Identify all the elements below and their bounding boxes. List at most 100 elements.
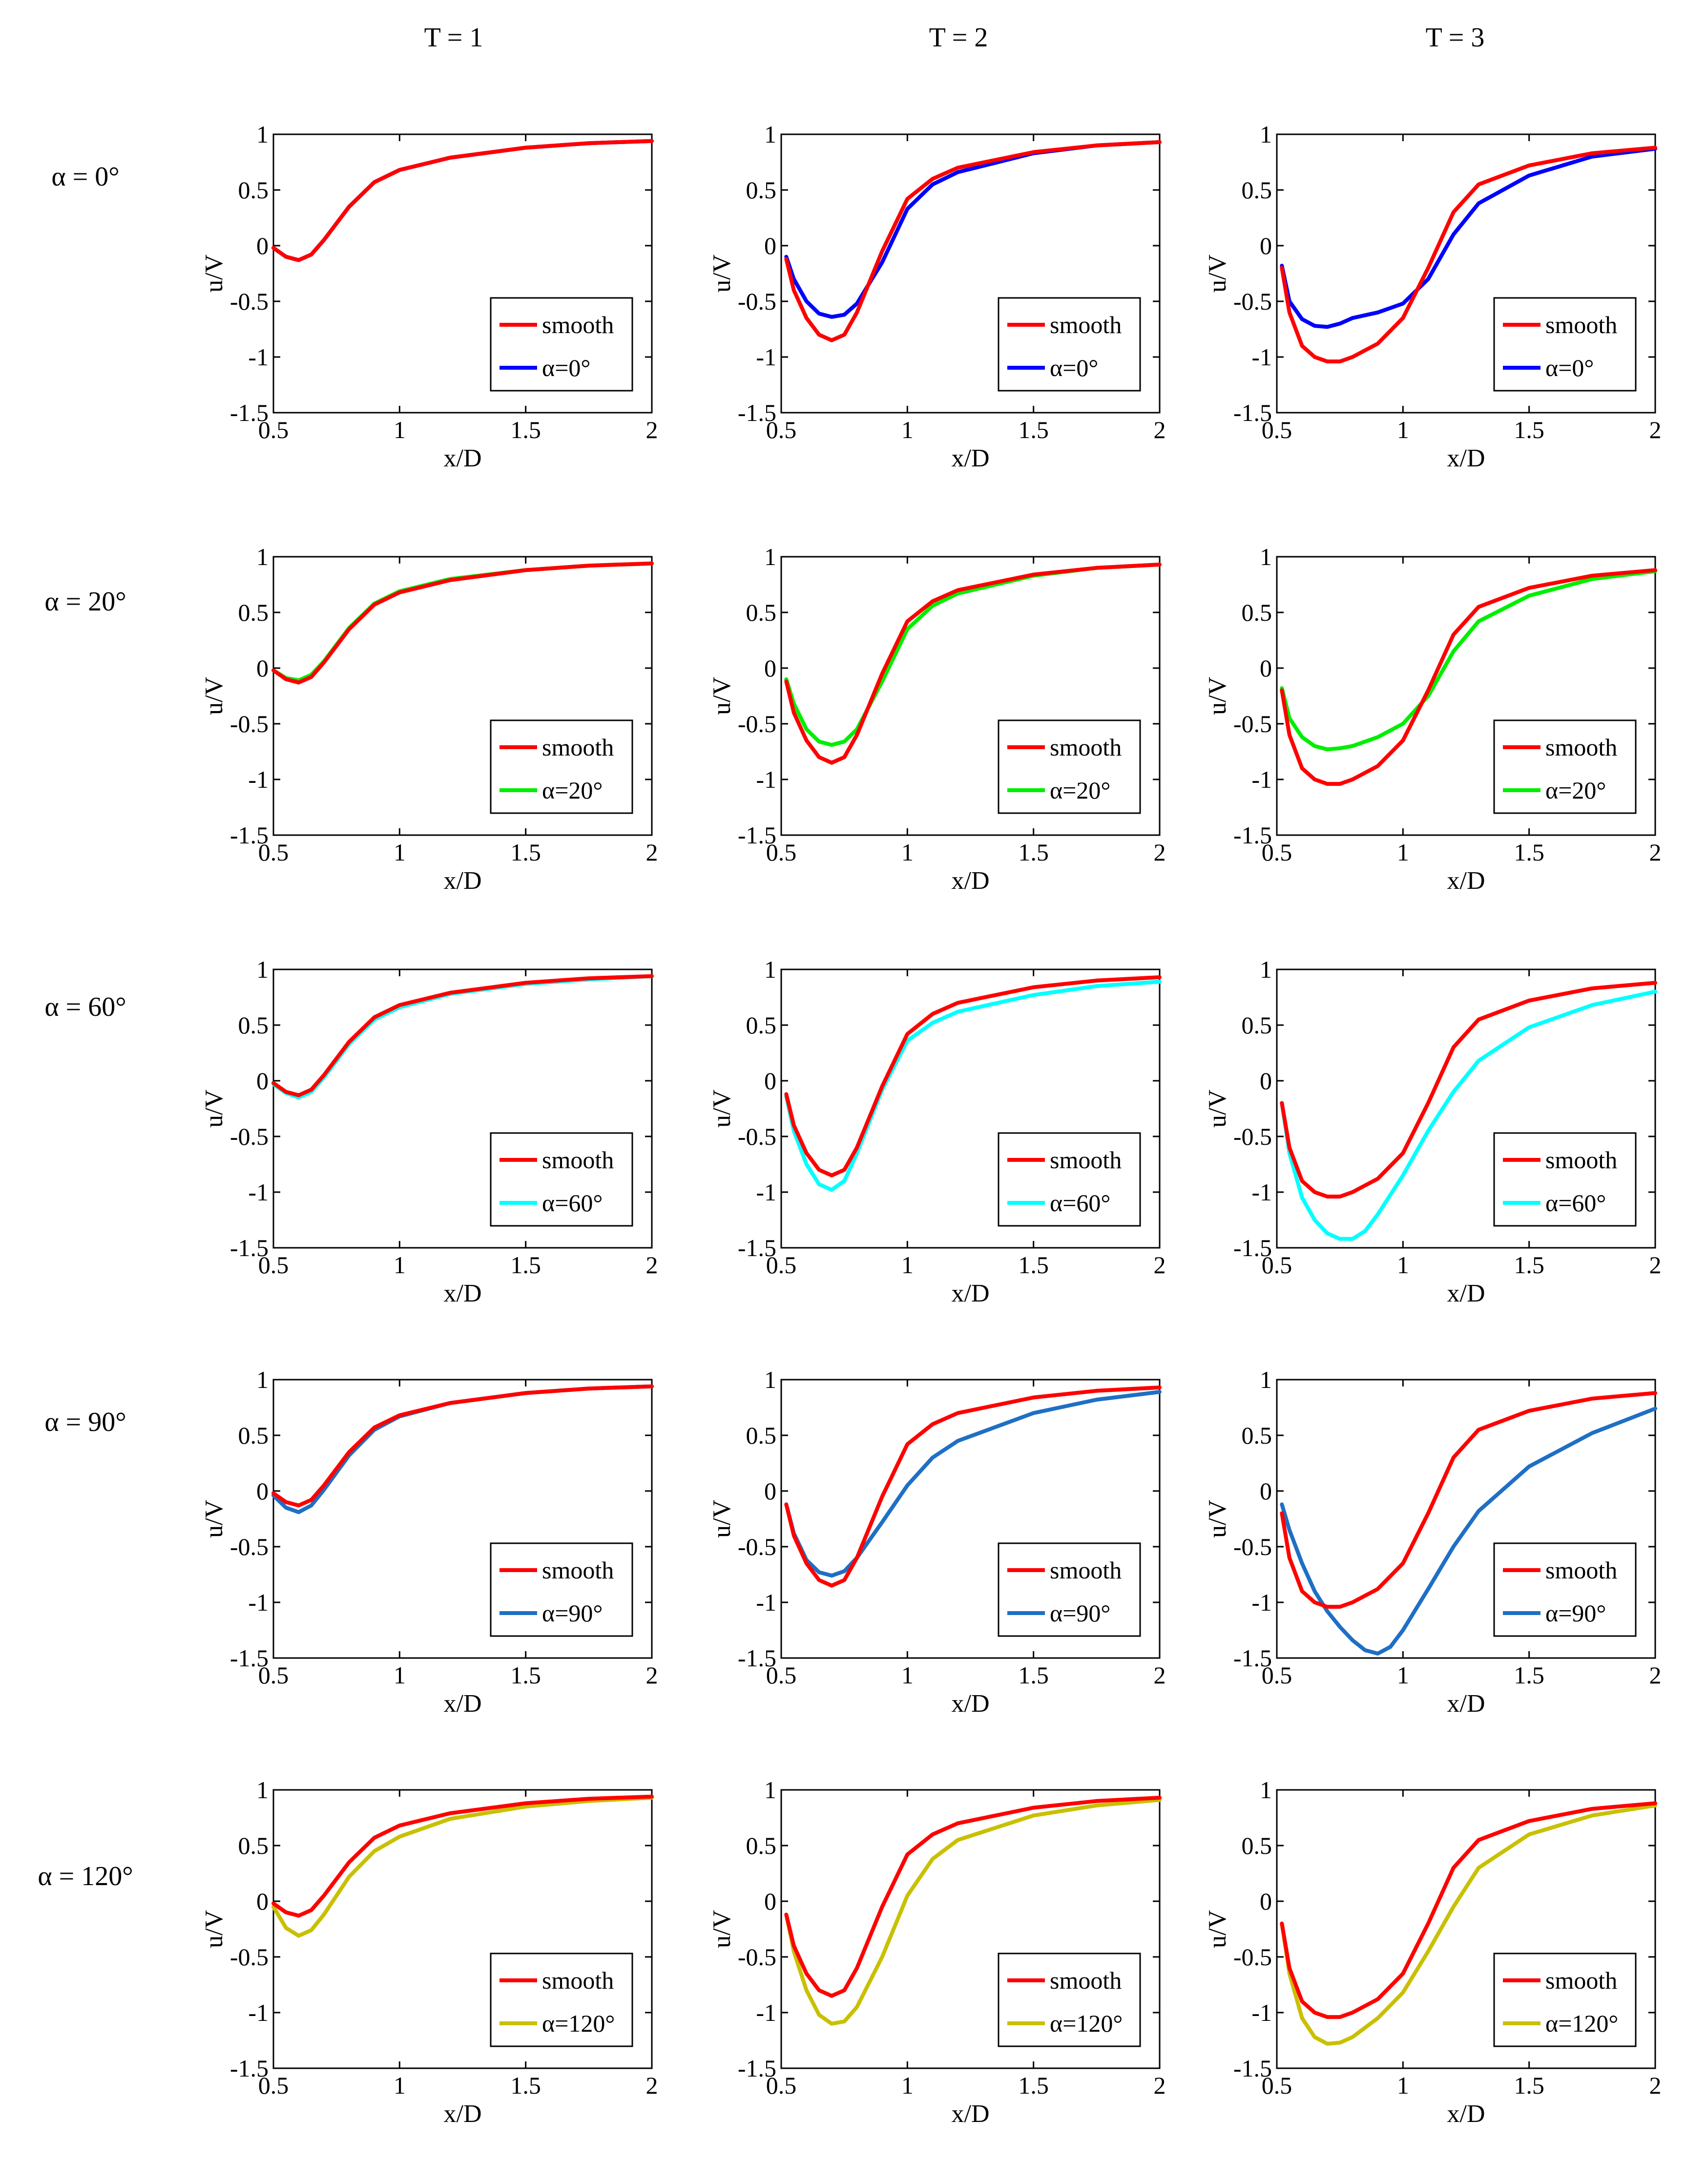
y-tick-label: 0.5 — [746, 1011, 777, 1039]
x-tick-label: 2 — [1154, 2072, 1166, 2099]
y-tick-label: -1.5 — [738, 2055, 776, 2082]
y-tick-label: 1 — [764, 956, 776, 983]
y-tick-label: 0.5 — [1242, 599, 1272, 626]
x-tick-label: 1.5 — [1514, 1661, 1544, 1689]
series-line-smooth — [784, 140, 1162, 342]
series-line-smooth — [271, 139, 654, 262]
x-tick-label: 2 — [1649, 416, 1662, 443]
y-tick-label: 0.5 — [746, 1422, 777, 1449]
x-tick-label: 1 — [394, 1661, 406, 1689]
y-tick-label: 1 — [764, 1366, 776, 1393]
x-tick-label: 2 — [1649, 2072, 1662, 2099]
series-line-smooth — [271, 561, 654, 685]
legend: smooth α=0° — [998, 297, 1141, 392]
y-tick-label: 0.5 — [1242, 176, 1272, 204]
row-title-alpha-90: α = 90° — [44, 1407, 126, 1437]
series-line-smooth — [271, 1794, 654, 1918]
y-tick-label: 0 — [764, 654, 776, 682]
chart-panel-4-1: 0.5 1 1.5 2 1 0.5 0 -0.5 -1 -1.5 x/D u/V smooth α=120… — [708, 1776, 1166, 2128]
y-tick-label: -0.5 — [1233, 288, 1272, 315]
y-tick-label: -1.5 — [1233, 399, 1272, 426]
y-axis-label: u/V — [708, 1090, 736, 1128]
x-tick-label: 2 — [646, 839, 658, 866]
y-tick-label: -1.5 — [738, 821, 776, 849]
legend-box — [998, 1132, 1141, 1227]
column-title-t3: T = 3 — [1426, 22, 1485, 53]
x-tick-label: 1 — [1397, 416, 1409, 443]
y-axis-label: u/V — [1204, 677, 1231, 715]
legend-label: smooth — [542, 734, 614, 761]
x-tick-label: 1 — [394, 1251, 406, 1279]
chart-panel-4-0: 0.5 1 1.5 2 1 0.5 0 -0.5 -1 -1.5 x/D u/V smooth α=120… — [200, 1776, 658, 2128]
legend: smooth α=0° — [1493, 297, 1637, 392]
legend-label: α=0° — [1050, 354, 1098, 381]
x-tick-label: 1.5 — [510, 2072, 541, 2099]
y-tick-label: -1 — [1251, 1589, 1272, 1616]
chart-panel-0-2: 0.5 1 1.5 2 1 0.5 0 -0.5 -1 -1.5 x/D u/V smooth α=0° — [1204, 121, 1662, 472]
x-axis-label: x/D — [952, 444, 990, 472]
legend-box — [998, 1542, 1141, 1637]
series-line-smooth — [1280, 568, 1657, 786]
legend-box — [1493, 1132, 1637, 1227]
x-tick-label: 0.5 — [766, 1661, 797, 1689]
legend-label: smooth — [542, 1556, 614, 1584]
y-tick-label: 0 — [1260, 654, 1272, 682]
series-line-smooth — [1280, 1801, 1657, 2019]
x-axis-label: x/D — [1447, 1690, 1485, 1718]
legend: smooth α=60° — [998, 1132, 1141, 1227]
legend-label: smooth — [1545, 1967, 1617, 1994]
y-tick-label: -0.5 — [738, 1533, 776, 1560]
y-axis-label: u/V — [1204, 1090, 1231, 1128]
series-line-smooth — [784, 563, 1162, 765]
x-tick-label: 2 — [646, 1251, 658, 1279]
legend-label: α=60° — [1050, 1189, 1110, 1217]
x-tick-label: 2 — [1154, 1251, 1166, 1279]
legend: smooth α=120° — [1493, 1953, 1637, 2047]
y-tick-label: 1 — [1260, 543, 1272, 570]
y-tick-label: -1 — [1251, 766, 1272, 793]
legend-label: α=120° — [1545, 2010, 1618, 2037]
x-axis-label: x/D — [444, 1690, 482, 1718]
y-tick-label: 0.5 — [238, 1422, 269, 1449]
y-tick-label: -0.5 — [738, 710, 776, 737]
legend-box — [490, 1132, 633, 1227]
series-line-alpha — [1280, 1803, 1657, 2046]
y-tick-label: 0.5 — [746, 1832, 777, 1859]
y-tick-label: -1 — [248, 1999, 269, 2026]
x-axis-label: x/D — [1447, 867, 1485, 895]
x-tick-label: 0.5 — [766, 2072, 797, 2099]
x-tick-label: 1 — [1397, 2072, 1409, 2099]
x-axis-label: x/D — [1447, 2100, 1485, 2128]
x-tick-label: 0.5 — [1262, 416, 1292, 443]
series-line-alpha — [1280, 1407, 1657, 1656]
y-tick-label: 0.5 — [238, 599, 269, 626]
y-tick-label: -1 — [1251, 1999, 1272, 2026]
column-title-t2: T = 2 — [929, 22, 988, 53]
x-tick-label: 0.5 — [258, 2072, 289, 2099]
series-line-alpha — [1280, 989, 1657, 1241]
legend-label: smooth — [1545, 1146, 1617, 1174]
legend: smooth α=120° — [998, 1953, 1141, 2047]
plot-area — [780, 968, 1161, 1249]
y-tick-label: 0.5 — [238, 1832, 269, 1859]
chart-panel-1-1: 0.5 1 1.5 2 1 0.5 0 -0.5 -1 -1.5 x/D u/V smooth α=20° — [708, 543, 1166, 895]
x-axis-label: x/D — [952, 867, 990, 895]
x-tick-label: 0.5 — [766, 416, 797, 443]
y-tick-label: 1 — [764, 1776, 776, 1804]
y-tick-label: 0 — [1260, 1477, 1272, 1505]
y-tick-label: -0.5 — [738, 1123, 776, 1150]
y-tick-label: -1.5 — [230, 2055, 269, 2082]
chart-panel-3-0: 0.5 1 1.5 2 1 0.5 0 -0.5 -1 -1.5 x/D u/V smooth α=90° — [200, 1366, 658, 1718]
y-tick-label: -1.5 — [230, 1644, 269, 1672]
y-tick-label: -1 — [756, 766, 776, 793]
y-axis-label: u/V — [708, 1910, 736, 1948]
legend-box — [998, 297, 1141, 392]
y-tick-label: 0.5 — [1242, 1011, 1272, 1039]
series-line-smooth — [271, 1384, 654, 1508]
y-tick-label: 1 — [256, 543, 269, 570]
x-tick-label: 1 — [394, 416, 406, 443]
x-tick-label: 0.5 — [258, 416, 289, 443]
series-line-smooth — [1280, 981, 1657, 1199]
legend-label: α=20° — [1545, 777, 1606, 804]
